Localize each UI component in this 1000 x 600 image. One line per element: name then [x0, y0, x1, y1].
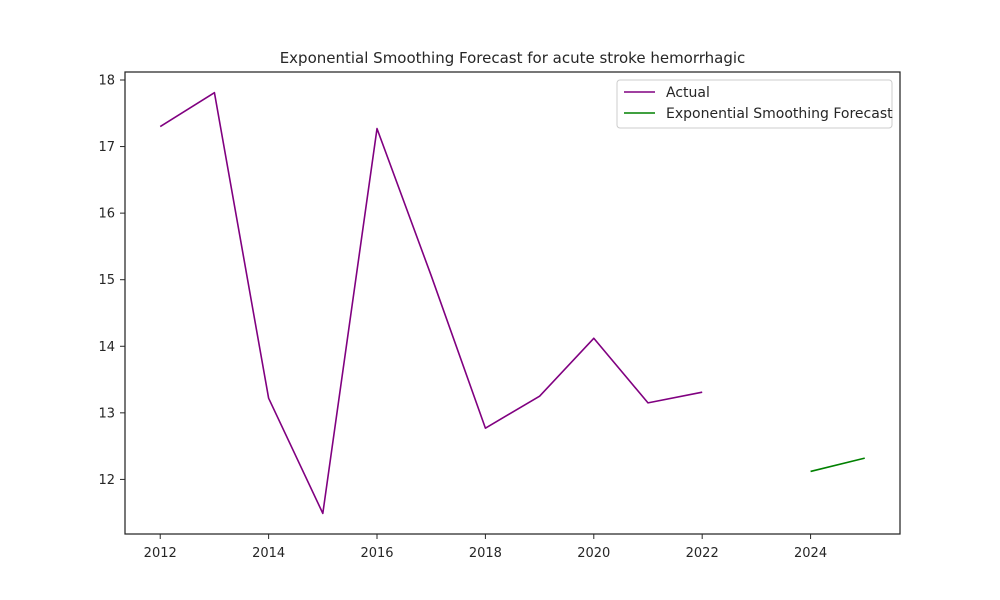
y-tick-label: 15 — [98, 273, 115, 288]
y-tick-label: 13 — [98, 406, 115, 421]
x-tick-label: 2022 — [686, 546, 719, 561]
legend-label: Exponential Smoothing Forecast — [666, 106, 893, 122]
series-lines — [159, 91, 865, 515]
legend-box — [616, 79, 893, 129]
x-axis-ticks: 2012 2014 2016 2018 2020 2022 2024 — [144, 534, 827, 561]
y-axis-ticks: 12 13 14 15 16 17 18 — [98, 73, 125, 488]
y-tick-label: 12 — [98, 473, 115, 488]
legend: Actual Exponential Smoothing Forecast — [616, 79, 893, 129]
x-tick-label: 2020 — [577, 546, 610, 561]
x-tick-label: 2016 — [360, 546, 393, 561]
chart-title: Exponential Smoothing Forecast for acute… — [280, 49, 746, 67]
x-tick-label: 2014 — [252, 546, 285, 561]
y-tick-label: 17 — [98, 140, 115, 155]
y-tick-label: 18 — [98, 73, 115, 88]
series-line-actual — [159, 91, 703, 515]
x-tick-label: 2012 — [144, 546, 177, 561]
axes-frame — [124, 71, 901, 535]
series-line-forecast — [810, 457, 865, 473]
plot-area — [124, 71, 901, 535]
x-tick-label: 2018 — [469, 546, 502, 561]
y-tick-label: 14 — [98, 340, 115, 355]
x-tick-label: 2024 — [794, 546, 827, 561]
y-tick-label: 16 — [98, 207, 115, 222]
legend-label: Actual — [666, 85, 710, 101]
